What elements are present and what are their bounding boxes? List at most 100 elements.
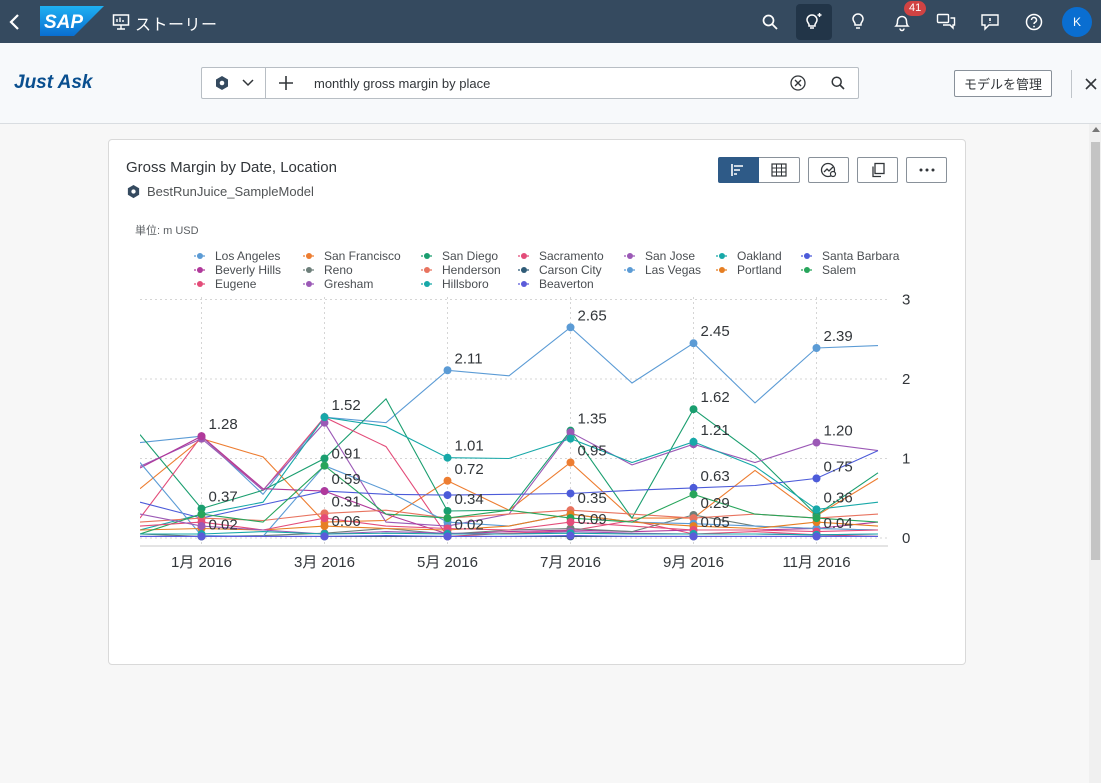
explore-button[interactable] [808, 157, 849, 183]
legend-swatch-dot [521, 267, 527, 273]
data-label: 2.11 [455, 350, 483, 367]
explore-chart-icon [820, 162, 836, 178]
series-line [140, 416, 879, 531]
legend-swatch-dot [521, 281, 527, 287]
y-tick-label: 3 [902, 292, 910, 309]
table-view-button[interactable] [759, 157, 800, 183]
help-button[interactable] [1012, 0, 1056, 43]
chart-card: Gross Margin by Date, Location BestRunJu… [108, 139, 966, 665]
data-point [320, 514, 329, 523]
data-label: 0.75 [824, 458, 853, 475]
data-point [197, 510, 206, 519]
notifications-button[interactable]: 41 [880, 0, 927, 43]
series-line [140, 531, 879, 536]
data-label: 1.52 [332, 397, 361, 414]
legend-entry: Gresham [324, 277, 373, 291]
close-icon [1085, 78, 1097, 90]
shell-title: ストーリー [135, 17, 218, 34]
discussions-button[interactable] [924, 0, 968, 43]
legend-swatch-dot [306, 253, 312, 259]
data-point [443, 366, 452, 375]
legend-entry: Eugene [215, 277, 257, 291]
model-name: BestRunJuice_SampleModel [147, 184, 314, 199]
sap-logo[interactable]: SAP [40, 6, 104, 36]
data-point [320, 487, 329, 496]
plus-icon [279, 76, 293, 90]
data-label: 0.72 [455, 461, 484, 478]
data-label: 1.62 [701, 389, 730, 406]
legend-entry: Henderson [442, 263, 501, 277]
model-selector[interactable] [202, 68, 266, 98]
series-line [140, 435, 879, 535]
insights-button[interactable] [836, 0, 880, 43]
query-input[interactable] [306, 75, 778, 91]
legend-swatch-dot [424, 267, 430, 273]
chevron-down-icon [241, 79, 254, 87]
legend-entry: Los Angeles [215, 249, 280, 263]
data-point [812, 514, 821, 523]
legend-swatch-dot [197, 267, 203, 273]
data-label: 0.91 [332, 446, 361, 463]
manage-models-button[interactable]: モデルを管理 [954, 70, 1053, 97]
search-icon [762, 14, 778, 30]
chart-view-button[interactable] [718, 157, 759, 183]
data-point [689, 514, 698, 523]
y-tick-label: 2 [902, 371, 910, 388]
user-avatar[interactable]: K [1062, 6, 1092, 37]
data-point [197, 432, 206, 441]
copy-button[interactable] [857, 157, 898, 183]
legend-swatch-dot [424, 253, 430, 259]
legend-swatch-dot [306, 281, 312, 287]
legend-entry: Beaverton [539, 277, 594, 291]
model-label: BestRunJuice_SampleModel [126, 184, 314, 199]
data-point [443, 476, 452, 485]
notification-badge: 41 [904, 1, 927, 16]
data-point [443, 453, 452, 462]
legend-entry: Beverly Hills [215, 263, 281, 277]
view-buttons [718, 157, 947, 183]
query-search-button[interactable] [818, 68, 858, 98]
chevron-left-icon [9, 13, 19, 30]
data-point [197, 522, 206, 531]
legend-swatch-dot [627, 267, 633, 273]
data-point [689, 437, 698, 446]
legend-entry: Santa Barbara [822, 249, 900, 263]
toolbar-divider [1071, 70, 1072, 98]
search-icon [831, 76, 845, 90]
feedback-button[interactable] [968, 0, 1012, 43]
series-line [140, 326, 879, 496]
add-button[interactable] [266, 68, 306, 98]
data-point [197, 504, 206, 513]
legend-entry: Las Vegas [645, 263, 701, 277]
just-ask-button[interactable] [796, 3, 832, 40]
data-label: 0.02 [455, 516, 484, 533]
data-point [689, 490, 698, 499]
scroll-up-arrow[interactable] [1092, 127, 1100, 132]
scroll-thumb[interactable] [1091, 142, 1100, 560]
more-button[interactable] [906, 157, 947, 183]
svg-text:SAP: SAP [44, 12, 83, 33]
data-label: 0.37 [209, 489, 238, 506]
data-label: 1.35 [578, 411, 607, 428]
legend-entry: San Diego [442, 249, 498, 263]
close-button[interactable] [1081, 72, 1101, 96]
data-point [689, 532, 698, 541]
clear-icon [790, 75, 806, 91]
data-point [443, 514, 452, 523]
clear-button[interactable] [778, 68, 818, 98]
data-point [566, 458, 575, 467]
data-label: 0.34 [455, 491, 484, 508]
grid-icon [771, 163, 787, 177]
data-label: 0.59 [332, 471, 361, 488]
just-ask-toolbar: Just Ask モデルを管理 [0, 43, 1101, 124]
legend-swatch-dot [719, 267, 725, 273]
data-point [812, 474, 821, 483]
search-button[interactable] [748, 0, 792, 43]
feedback-icon [981, 13, 999, 31]
shell-bar: SAP ストーリー 41 K [0, 0, 1101, 43]
data-point [566, 428, 575, 437]
legend-swatch-dot [197, 253, 203, 259]
back-button[interactable] [0, 0, 30, 43]
legend-entry: San Francisco [324, 249, 401, 263]
